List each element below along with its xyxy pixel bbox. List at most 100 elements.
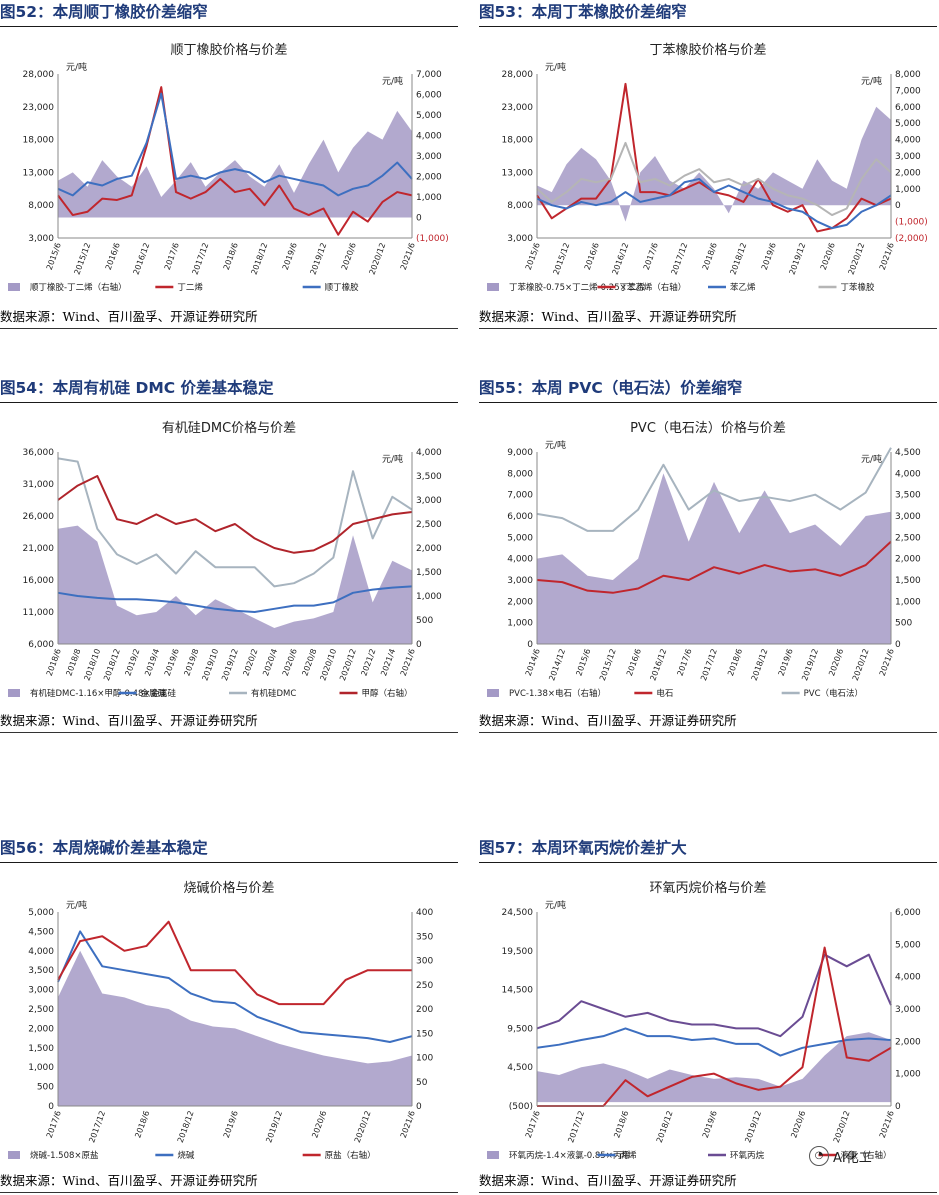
y2-tick-label: 2,000	[416, 173, 442, 183]
x-tick-label: 2016/6	[583, 242, 601, 272]
y-tick-label: 36,000	[23, 448, 55, 458]
legend-label: 丁二烯	[620, 282, 646, 293]
figure-panel-57: 图57：本周环氧丙烷价差扩大 环氧丙烷价格与价差 元/吨 24,500 19,500 1…	[479, 836, 937, 1194]
legend-label: 烧碱	[177, 1150, 195, 1161]
x-tick-label: 2016/12	[648, 648, 668, 682]
x-tick-label: 2019/6	[760, 242, 778, 272]
legend-label: 液氯（右轴）	[841, 1150, 892, 1161]
y-tick-label: 8,000	[507, 201, 533, 211]
y-tick-label: 1,000	[28, 1063, 54, 1073]
right-unit-label: 元/吨	[382, 75, 403, 87]
right-unit-label: 元/吨	[861, 453, 882, 465]
y2-tick-label: 500	[416, 616, 433, 626]
y2-tick-label: 100	[416, 1054, 433, 1064]
x-tick-label: 2020/12	[851, 648, 871, 682]
legend-swatch	[487, 283, 499, 291]
x-tick-label: 2018/6	[133, 1110, 151, 1140]
y-tick-label: 1,000	[507, 619, 533, 629]
legend-label: 原盐（右轴）	[325, 1150, 376, 1161]
series-line	[536, 447, 892, 532]
x-tick-label: 2017/6	[524, 1110, 542, 1140]
x-tick-label: 2016/12	[611, 242, 631, 276]
x-tick-label: 2020/8	[300, 648, 318, 678]
legend-label: 顺丁橡胶-丁二烯（右轴）	[30, 282, 127, 293]
chart-title: 有机硅DMC价格与价差	[162, 420, 296, 436]
legend-label: 环氧丙烷	[730, 1150, 765, 1161]
y2-tick-label: 1,000	[895, 597, 921, 607]
series-line	[57, 92, 413, 197]
y-tick-label: 5,000	[28, 908, 54, 918]
source-text: 数据来源：Wind、百川盈孚、开源证券研究所	[479, 710, 937, 733]
y2-tick-label: 5,000	[895, 119, 921, 129]
series-line	[57, 585, 413, 613]
y-tick-label: 21,000	[23, 544, 55, 554]
x-tick-label: 2014/6	[524, 648, 542, 678]
y2-tick-label: 1,000	[416, 193, 442, 203]
x-tick-label: 2018/8	[64, 648, 82, 678]
x-tick-label: 2018/6	[701, 242, 719, 272]
y2-tick-label: 200	[416, 1005, 433, 1015]
y-tick-label: 4,000	[507, 555, 533, 565]
left-unit-label: 元/吨	[66, 61, 87, 73]
x-tick-label: 2020/12	[368, 242, 388, 276]
x-tick-label: 2021/6	[878, 1110, 896, 1140]
x-tick-label: 2020/10	[318, 648, 338, 682]
legend-label: PVC（电石法）	[804, 688, 863, 699]
legend-label: 环氧丙烷-1.4×液氯-0.85×丙烯	[509, 1150, 630, 1161]
chart-55: PVC（电石法）价格与价差元/吨元/吨9,0008,0007,0006,0005…	[487, 420, 921, 699]
y-tick-label: 18,000	[23, 136, 55, 146]
series-line	[536, 141, 892, 217]
left-unit-label: 元/吨	[545, 61, 566, 73]
legend-label: 金属硅	[141, 688, 167, 699]
source-text: 数据来源：Wind、百川盈孚、开源证券研究所	[0, 710, 458, 733]
x-tick-label: 2020/6	[281, 648, 299, 678]
y2-tick-label: 4,000	[895, 469, 921, 479]
watermark-badge: ◔ AI化工	[809, 1146, 872, 1166]
y2-tick-label: 0	[895, 640, 901, 650]
y2-tick-label: 1,000	[895, 185, 921, 195]
y-tick-label: 1,500	[28, 1044, 54, 1054]
y-tick-label: 4,000	[28, 947, 54, 957]
y-tick-label: 8,000	[507, 469, 533, 479]
legend-label: PVC-1.38×电石（右轴）	[509, 688, 606, 699]
y2-tick-label: 2,500	[895, 533, 921, 543]
series-area	[58, 110, 412, 218]
legend-label: 顺丁橡胶	[325, 282, 360, 293]
x-tick-label: 2021/6	[878, 242, 896, 272]
y2-tick-label: 3,000	[416, 152, 442, 162]
legend-label: 电石	[656, 688, 673, 699]
x-tick-label: 2018/12	[176, 1110, 196, 1144]
y-tick-label: 14,500	[502, 986, 534, 996]
x-tick-label: 2021/6	[399, 242, 417, 272]
x-tick-label: 2018/6	[726, 648, 744, 678]
x-tick-label: 2019/10	[200, 648, 220, 682]
y-tick-label: 4,500	[28, 927, 54, 937]
y-tick-label: 5,000	[507, 533, 533, 543]
y-tick-label: 0	[527, 640, 533, 650]
y2-tick-label: 7,000	[416, 70, 442, 80]
figure-title: 图53：本周丁苯橡胶价差缩窄	[479, 0, 937, 27]
y2-tick-label: 500	[895, 619, 912, 629]
legend-swatch	[487, 689, 499, 697]
y-tick-label: 9,500	[507, 1024, 533, 1034]
y2-tick-label: 5,000	[416, 111, 442, 121]
x-tick-label: 2019/12	[264, 1110, 284, 1144]
x-tick-label: 2019/12	[309, 242, 329, 276]
x-tick-label: 2016/12	[132, 242, 152, 276]
y-tick-label: 28,000	[502, 70, 534, 80]
y2-tick-label: 1,000	[895, 1070, 921, 1080]
series-line	[57, 920, 412, 1006]
y2-tick-label: (1,000)	[416, 234, 449, 244]
y2-tick-label: 0	[416, 214, 422, 224]
y2-tick-label: 2,500	[416, 520, 442, 530]
y2-tick-label: 4,000	[416, 448, 442, 458]
legend-swatch	[487, 1151, 499, 1159]
x-tick-label: 2020/6	[310, 1110, 328, 1140]
x-tick-label: 2015/6	[45, 242, 63, 272]
x-tick-label: 2017/6	[163, 242, 181, 272]
y2-tick-label: 300	[416, 957, 433, 967]
y2-tick-label: 4,000	[895, 136, 921, 146]
y-tick-label: 3,500	[28, 966, 54, 976]
series-area	[537, 106, 891, 222]
